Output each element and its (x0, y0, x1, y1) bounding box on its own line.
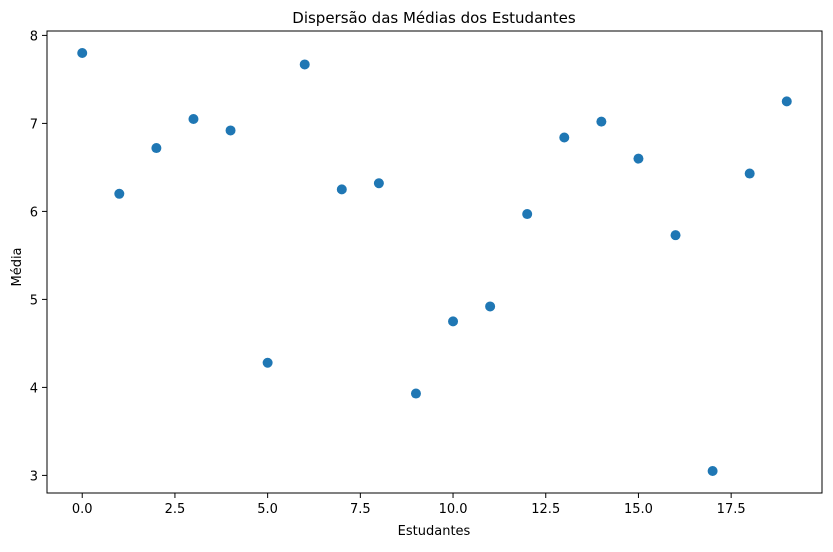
data-point-18 (744, 168, 755, 179)
x-tick-label-5: 12.5 (531, 502, 560, 517)
x-tick-label-4: 10.0 (439, 502, 468, 517)
x-tick-label-6: 15.0 (624, 502, 653, 517)
data-point-4 (225, 125, 236, 136)
y-tick-label-3: 6 (30, 205, 38, 220)
plot-frame (46, 30, 823, 494)
data-point-2 (151, 143, 162, 154)
data-point-16 (670, 230, 681, 241)
data-point-6 (299, 59, 310, 70)
y-tick-label-4: 7 (30, 117, 38, 132)
data-point-3 (188, 114, 199, 124)
x-tick-label-1: 2.5 (165, 502, 186, 517)
data-point-9 (410, 388, 421, 399)
x-tick-label-7: 17.5 (717, 502, 746, 517)
y-tick-label-1: 4 (30, 381, 38, 396)
data-point-10 (448, 316, 459, 327)
data-point-15 (633, 153, 644, 164)
y-axis-label: Média (10, 247, 25, 286)
x-tick-label-2: 5.0 (257, 502, 278, 517)
data-point-7 (336, 184, 347, 195)
data-point-8 (373, 178, 384, 189)
chart-title: Dispersão das Médias dos Estudantes (292, 9, 576, 27)
data-point-19 (781, 96, 792, 107)
data-point-17 (707, 466, 718, 476)
data-point-5 (262, 357, 273, 368)
data-point-14 (596, 116, 607, 127)
y-tick-label-5: 8 (30, 29, 38, 44)
x-axis-label: Estudantes (398, 524, 471, 539)
data-point-12 (522, 209, 533, 220)
data-point-13 (559, 132, 570, 143)
y-tick-label-2: 5 (30, 293, 38, 308)
plot-area: 0.0 2.5 5.0 7.5 10.0 12.5 15.0 17.5 3 4 5 6 7 8 (30, 29, 823, 517)
x-tick-label-3: 7.5 (350, 502, 371, 517)
data-point-11 (485, 301, 496, 312)
x-tick-label-0: 0.0 (72, 502, 93, 517)
data-point-1 (114, 188, 125, 199)
y-tick-label-0: 3 (30, 469, 38, 484)
data-point-0 (77, 48, 88, 58)
